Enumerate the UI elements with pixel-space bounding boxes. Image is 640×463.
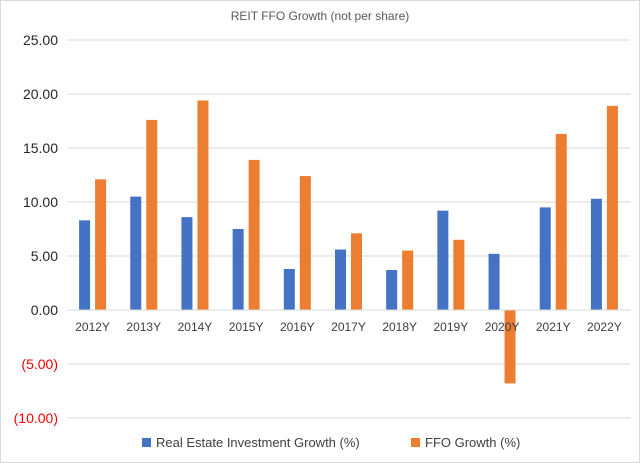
x-tick-label: 2020Y <box>485 320 520 334</box>
y-tick-label: 10.00 <box>23 194 58 210</box>
y-tick-label: (5.00) <box>21 356 58 372</box>
bar-ffo-2016Y <box>299 176 311 310</box>
bar-investment-2017Y <box>335 249 346 310</box>
gridlines <box>67 39 630 419</box>
bar-ffo-2013Y <box>146 119 158 310</box>
bar-ffo-2014Y <box>197 100 209 310</box>
bar-investment-2021Y <box>539 207 551 310</box>
legend-swatch-ffo <box>411 438 420 447</box>
bar-ffo-2022Y <box>606 105 618 310</box>
bar-investment-2013Y <box>130 196 142 310</box>
bar-investment-2012Y <box>79 220 91 310</box>
legend-label-ffo: FFO Growth (%) <box>425 435 520 450</box>
y-tick-label: 15.00 <box>23 140 58 156</box>
legend: Real Estate Investment Growth (%) FFO Gro… <box>142 435 520 450</box>
x-tick-label: 2018Y <box>382 320 417 334</box>
y-tick-label: 5.00 <box>31 248 58 264</box>
bar-investment-2020Y <box>488 253 500 310</box>
bar-investment-2016Y <box>283 268 295 310</box>
bar-ffo-2020Y <box>504 310 516 384</box>
y-tick-label: (10.00) <box>14 410 58 426</box>
x-tick-label: 2014Y <box>178 320 213 334</box>
chart-title: REIT FFO Growth (not per share) <box>231 9 410 23</box>
y-tick-label: 25.00 <box>23 32 58 48</box>
bar-ffo-2012Y <box>95 179 107 310</box>
x-axis-ticks: 2012Y 2013Y 2014Y 2015Y 2016Y 2017Y 2018Y 2019Y… <box>75 320 622 334</box>
bar-ffo-2018Y <box>402 250 414 310</box>
bar-investment-2015Y <box>232 229 244 310</box>
legend-label-investment: Real Estate Investment Growth (%) <box>156 435 360 450</box>
y-tick-label: 20.00 <box>23 86 58 102</box>
bar-investment-2014Y <box>181 217 193 310</box>
x-tick-label: 2022Y <box>587 320 622 334</box>
x-tick-label: 2017Y <box>331 320 366 334</box>
x-tick-label: 2013Y <box>126 320 161 334</box>
legend-swatch-investment <box>142 438 151 447</box>
bar-ffo-2021Y <box>555 133 567 310</box>
bar-investment-2019Y <box>437 210 449 310</box>
y-tick-label: 0.00 <box>31 302 58 318</box>
bar-ffo-2015Y <box>248 159 260 310</box>
x-tick-label: 2021Y <box>536 320 571 334</box>
bar-investment-2018Y <box>386 270 398 310</box>
x-tick-label: 2015Y <box>229 320 264 334</box>
x-tick-label: 2016Y <box>280 320 315 334</box>
bar-investment-2022Y <box>590 198 602 310</box>
bars <box>79 100 618 384</box>
y-axis-ticks: 25.00 20.00 15.00 10.00 5.00 0.00 (5.00) (10.00… <box>14 32 59 426</box>
bar-ffo-2017Y <box>351 233 362 310</box>
x-tick-label: 2019Y <box>434 320 469 334</box>
x-tick-label: 2012Y <box>75 320 110 334</box>
bar-ffo-2019Y <box>453 239 465 310</box>
